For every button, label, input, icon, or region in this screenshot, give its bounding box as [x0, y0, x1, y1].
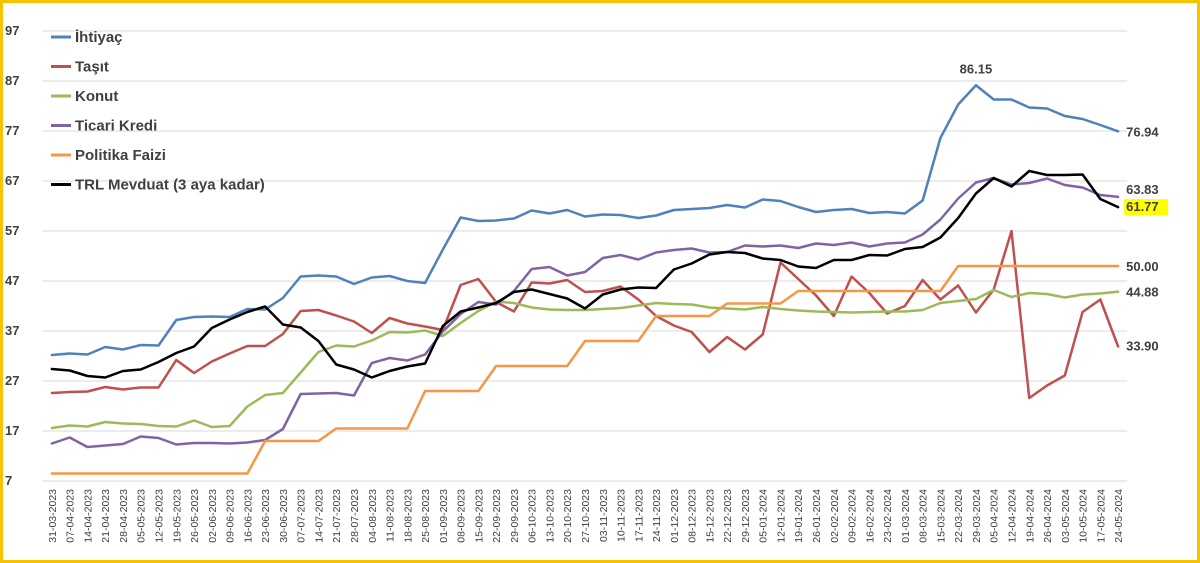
- x-tick-label: 22-12-2023: [722, 489, 734, 543]
- y-tick-label: 77: [5, 123, 19, 138]
- x-tick-label: 19-04-2024: [1024, 489, 1036, 543]
- legend-label: Taşıt: [75, 59, 109, 76]
- x-tick-label: 16-02-2024: [864, 489, 876, 543]
- legend: İhtiyaç Taşıt Konut Ticari Kredi Politika Fa…: [51, 29, 265, 194]
- x-tick-label: 16-06-2023: [242, 489, 254, 543]
- x-tick-label: 28-04-2023: [118, 489, 130, 543]
- y-tick-label: 17: [5, 423, 19, 438]
- y-tick-label: 57: [5, 223, 19, 238]
- x-tick-label: 02-02-2024: [829, 489, 841, 543]
- x-tick-label: 15-12-2023: [704, 489, 716, 543]
- x-tick-label: 26-01-2024: [811, 489, 823, 543]
- end-label-highlight: [1124, 199, 1169, 216]
- x-tick-label: 19-01-2024: [793, 489, 805, 543]
- x-tick-label: 23-06-2023: [260, 489, 272, 543]
- x-tick-label: 29-03-2024: [971, 489, 983, 543]
- x-tick-label: 07-07-2023: [296, 489, 308, 543]
- x-tick-label: 29-12-2023: [740, 489, 752, 543]
- x-tick-label: 10-05-2024: [1078, 489, 1090, 543]
- y-tick-label: 97: [5, 23, 19, 38]
- x-tick-label: 01-09-2023: [438, 489, 450, 543]
- x-tick-label: 19-05-2023: [171, 489, 183, 543]
- x-tick-label: 25-08-2023: [420, 489, 432, 543]
- y-tick-label: 37: [5, 323, 19, 338]
- series-line-4: [50, 264, 1120, 475]
- x-tick-label: 22-03-2024: [953, 489, 965, 543]
- x-tick-label: 27-10-2023: [580, 489, 592, 543]
- x-tick-label: 12-05-2023: [154, 489, 166, 543]
- x-tick-label: 15-03-2024: [935, 489, 947, 543]
- x-tick-label: 08-03-2024: [918, 489, 930, 543]
- end-data-label: 63.83: [1126, 182, 1159, 197]
- x-tick-label: 13-10-2023: [544, 489, 556, 543]
- end-data-label: 76.94: [1126, 124, 1159, 139]
- legend-label: Ticari Kredi: [75, 118, 157, 135]
- x-tick-label: 03-11-2023: [598, 489, 610, 542]
- x-tick-label: 09-06-2023: [225, 489, 237, 543]
- data-labels: 76.94 86.15 33.90 44.88 63.83 50.00 61.77: [960, 61, 1169, 354]
- series-line-1: [50, 229, 1120, 400]
- x-tick-label: 12-04-2024: [1006, 489, 1018, 543]
- y-tick-label: 47: [5, 273, 19, 288]
- series-line-2: [50, 288, 1120, 430]
- x-tick-label: 06-10-2023: [527, 489, 539, 543]
- y-tick-label: 67: [5, 173, 19, 188]
- x-tick-label: 18-08-2023: [402, 489, 414, 543]
- x-tick-label: 31-03-2023: [47, 489, 59, 543]
- x-tick-label: 11-08-2023: [385, 489, 397, 542]
- legend-label: Politika Faizi: [75, 147, 166, 164]
- x-tick-label: 14-07-2023: [313, 489, 325, 543]
- y-axis-ticks: 7 17 27 37 47 57 67 77 87 97: [5, 23, 19, 488]
- x-tick-label: 14-04-2023: [82, 489, 94, 543]
- x-tick-label: 04-08-2023: [367, 489, 379, 543]
- x-tick-label: 01-03-2024: [900, 489, 912, 543]
- x-tick-label: 05-05-2023: [136, 489, 148, 543]
- x-tick-label: 09-02-2024: [847, 489, 859, 543]
- x-tick-label: 21-07-2023: [331, 489, 343, 543]
- x-tick-label: 24-05-2024: [1113, 489, 1125, 543]
- y-tick-label: 7: [5, 473, 12, 488]
- series-line-5: [50, 169, 1120, 379]
- end-data-label: 61.77: [1126, 199, 1159, 214]
- series-lines: [50, 84, 1120, 475]
- gridlines: [43, 30, 1127, 482]
- x-tick-label: 29-09-2023: [509, 489, 521, 543]
- end-data-label: 50.00: [1126, 259, 1159, 274]
- x-tick-label: 24-11-2023: [651, 489, 663, 542]
- x-tick-label: 26-04-2024: [1042, 489, 1054, 543]
- x-tick-label: 30-06-2023: [278, 489, 290, 543]
- end-data-label: 44.88: [1126, 285, 1159, 300]
- x-tick-label: 21-04-2023: [100, 489, 112, 543]
- legend-label: İhtiyaç: [75, 29, 123, 46]
- line-chart: 7 17 27 37 47 57 67 77 87 97 31-03-2023 07-04-2023…: [5, 23, 1169, 543]
- x-tick-label: 17-05-2024: [1095, 489, 1107, 543]
- x-tick-label: 05-04-2024: [989, 489, 1001, 543]
- x-tick-label: 22-09-2023: [491, 489, 503, 543]
- legend-label: Konut: [75, 88, 118, 105]
- peak-data-label: 86.15: [960, 61, 993, 76]
- x-tick-label: 20-10-2023: [562, 489, 574, 543]
- y-tick-label: 87: [5, 73, 19, 88]
- x-tick-label: 28-07-2023: [349, 489, 361, 543]
- x-tick-label: 26-05-2023: [189, 489, 201, 543]
- y-tick-label: 27: [5, 373, 19, 388]
- x-tick-label: 02-06-2023: [207, 489, 219, 543]
- legend-label: TRL Mevduat (3 aya kadar): [75, 177, 265, 194]
- end-data-label: 33.90: [1126, 339, 1159, 354]
- series-line-0: [50, 84, 1120, 357]
- x-axis-ticks: 31-03-2023 07-04-2023 14-04-2023 21-04-2023…: [47, 489, 1125, 543]
- x-tick-label: 08-12-2023: [687, 489, 699, 543]
- x-tick-label: 08-09-2023: [456, 489, 468, 543]
- series-line-3: [50, 176, 1120, 449]
- x-tick-label: 10-11-2023: [616, 489, 628, 542]
- x-tick-label: 17-11-2023: [633, 489, 645, 542]
- x-tick-label: 15-09-2023: [473, 489, 485, 543]
- x-tick-label: 03-05-2024: [1060, 489, 1072, 543]
- x-tick-label: 23-02-2024: [882, 489, 894, 543]
- x-tick-label: 07-04-2023: [65, 489, 77, 543]
- x-tick-label: 05-01-2024: [758, 489, 770, 543]
- x-tick-label: 01-12-2023: [669, 489, 681, 543]
- x-tick-label: 12-01-2024: [775, 489, 787, 543]
